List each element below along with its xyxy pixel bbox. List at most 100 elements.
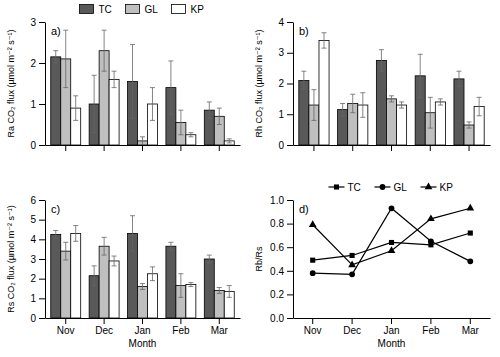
marker [389,205,395,211]
bar [386,99,396,145]
x-axis: Nov Dec Jan Feb Mar [46,318,241,336]
legend-marker [425,183,433,190]
error-bar-line [217,108,222,124]
y-tick-label: 1.0 [270,195,284,206]
x-tick-mark [180,145,181,151]
y-tick-mark [287,294,293,295]
y-tick-mark [287,84,293,85]
x-tick-label: Dec [343,325,361,336]
error-bar-line [428,97,433,128]
x-tick [180,145,181,151]
x-axis-title: Month [129,338,157,349]
x-axis [46,145,241,151]
x-tick-mark [391,318,392,324]
x-tick-mark [391,145,392,151]
error-bar-line [63,30,68,87]
error-bar [130,45,135,119]
y-tick-label: 0.0 [270,313,284,324]
y-tick-label: 0 [30,140,36,151]
error-bar-line [102,30,107,71]
marker [388,246,396,253]
error-bar-line [73,96,78,121]
y-tick: 0.0 [270,313,293,324]
error-bar-line [456,71,461,86]
y-tick-label: 0.4 [270,266,284,277]
marker [466,204,474,211]
error-bar-line [168,242,173,250]
x-tick: Jan [134,318,150,336]
bar [109,79,119,145]
x-axis-title: Month [378,338,406,349]
x-tick: Feb [422,318,440,336]
x-tick [430,145,431,151]
line [313,208,471,274]
error-bar-line [311,90,316,121]
error-bar [92,266,97,286]
x-tick-label: Dec [95,325,113,336]
error-bar [63,30,68,87]
x-tick-mark [142,318,143,324]
x-axis: NovDecJanFebMar [294,318,491,336]
error-bar [92,75,97,132]
error-bar [227,139,232,143]
y-axis: 0123456 [30,195,45,324]
x-tick-mark [313,145,314,151]
marker [310,270,316,276]
error-bar-line [112,256,117,266]
error-bar-line [207,255,212,263]
bar-series [71,226,235,318]
x-tick [313,145,314,151]
x-tick: Nov [57,318,75,336]
y-tick-mark [287,318,293,319]
error-bar-line [207,102,212,118]
y-tick-mark [287,224,293,225]
legend: TCGLKP [80,4,205,15]
y-tick-mark [39,279,45,280]
y-tick-mark [39,22,45,23]
y-tick-mark [39,239,45,240]
error-bar-line [102,237,107,255]
y-tick: 1.0 [270,195,293,206]
bar [454,79,464,145]
y-tick: 2 [30,273,45,284]
x-tick-mark [469,145,470,151]
panel-title: b) [299,25,309,37]
error-bar-line [53,230,58,238]
y-tick-label: 4 [278,17,284,28]
line-series [310,205,473,277]
y-tick: 0.8 [270,218,293,229]
error-bar [360,93,365,118]
x-tick-mark [352,318,353,324]
x-tick-mark [312,318,313,324]
panel: 01234b)Rh CO₂ flux (µmol m⁻² s⁻¹) [254,17,491,151]
y-tick: 5 [30,214,45,225]
x-tick: Feb [172,318,190,336]
line [313,233,471,260]
x-tick-mark [180,318,181,324]
error-bar-line [227,286,232,298]
y-tick-label: 1 [30,293,36,304]
bar [376,60,386,145]
error-bar [456,71,461,86]
x-tick-mark [65,145,66,151]
x-tick: Mar [211,318,229,336]
bar [397,105,407,145]
error-bar-line [217,288,222,294]
x-tick-label: Feb [422,325,440,336]
x-tick-label: Nov [304,325,322,336]
error-bar-line [350,94,355,112]
y-tick-mark [39,318,45,319]
error-bar [477,97,482,115]
x-tick: Dec [343,318,361,336]
legend-swatch [80,5,94,14]
y-tick-mark [287,145,293,146]
error-bar-line [188,133,193,137]
x-tick-label: Mar [462,325,480,336]
bar [319,40,329,145]
error-bar-line [140,284,145,290]
y-tick: 3 [278,47,293,58]
error-bar [217,288,222,294]
error-bar [207,255,212,263]
plot-area [51,216,234,318]
error-bar [340,103,345,115]
